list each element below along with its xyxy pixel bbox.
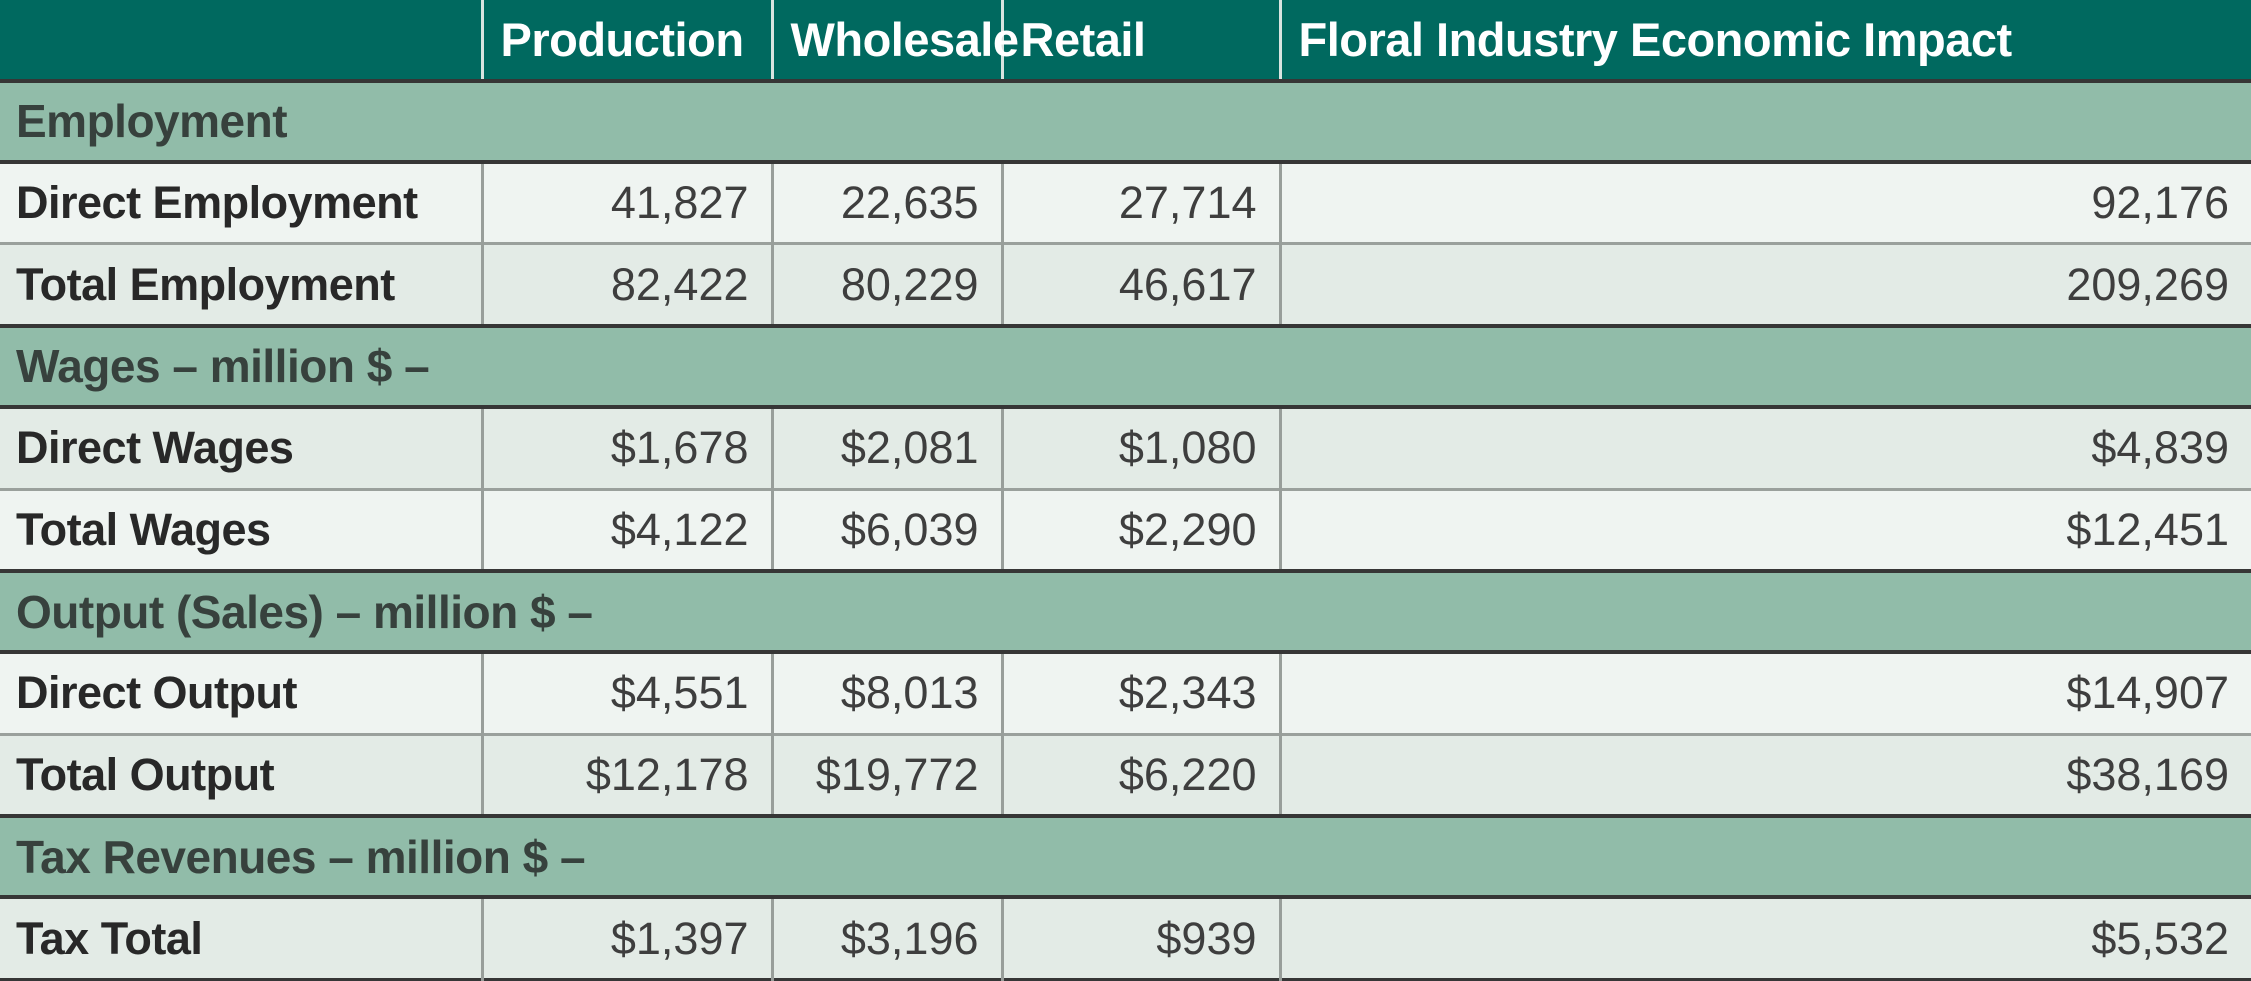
row-label: Total Wages [0,489,482,572]
table-row-tax-total: Tax Total $1,397 $3,196 $939 $5,532 [0,897,2251,980]
value-cell-floral-industry-economic-impact: 209,269 [1278,243,2251,327]
value-cell-production: 41,827 [480,161,772,244]
value-cell-retail: $2,290 [1000,489,1280,572]
table-row-total-employment: Total Employment 82,422 80,229 46,617 209,26… [0,243,2251,327]
section-title: Employment [0,81,2251,162]
row-label: Total Employment [0,243,482,327]
section-row-employment: Employment [0,81,2251,162]
section-row-wages-million: Wages – million $ – [0,326,2251,407]
value-cell-floral-industry-economic-impact: $12,451 [1278,489,2251,572]
column-header-wholesale: Wholesale [770,0,1019,81]
table-row-total-output: Total Output $12,178 $19,772 $6,220 $38,169 [0,734,2251,817]
value-cell-wholesale: $19,772 [770,734,1002,817]
column-header-retail: Retail [1000,0,1280,81]
table-row-direct-output: Direct Output $4,551 $8,013 $2,343 $14,907 [0,651,2251,735]
value-cell-wholesale: 80,229 [770,243,1002,327]
row-label: Direct Output [0,651,482,735]
value-cell-production: $1,678 [480,406,772,490]
value-cell-production: $4,551 [480,651,772,735]
value-cell-floral-industry-economic-impact: $5,532 [1278,897,2251,980]
value-cell-retail: 27,714 [1000,161,1280,244]
value-cell-production: $4,122 [480,489,772,572]
section-title: Output (Sales) – million $ – [0,571,2251,652]
section-row-output-sales-million: Output (Sales) – million $ – [0,571,2251,652]
table-row-total-wages: Total Wages $4,122 $6,039 $2,290 $12,451 [0,489,2251,572]
value-cell-floral-industry-economic-impact: 92,176 [1278,161,2251,244]
value-cell-wholesale: $8,013 [770,651,1002,735]
value-cell-retail: $1,080 [1000,406,1280,490]
value-cell-wholesale: $6,039 [770,489,1002,572]
table-title: Floral Industry Economic Impact [1278,0,2251,81]
column-header-production: Production [480,0,772,81]
section-title: Wages – million $ – [0,326,2251,407]
value-cell-floral-industry-economic-impact: $14,907 [1278,651,2251,735]
table-row-direct-employment: Direct Employment 41,827 22,635 27,714 92,17… [0,161,2251,244]
section-row-tax-revenues-million: Tax Revenues – million $ – [0,816,2251,898]
row-label: Tax Total [0,897,482,980]
value-cell-wholesale: $2,081 [770,406,1002,490]
value-cell-retail: $2,343 [1000,651,1280,735]
section-title: Tax Revenues – million $ – [0,816,2251,898]
value-cell-retail: $939 [1000,897,1280,980]
table-header: Production Wholesale Retail Floral Indus… [0,0,2251,81]
row-label: Direct Wages [0,406,482,490]
table-row-direct-wages: Direct Wages $1,678 $2,081 $1,080 $4,839 [0,406,2251,490]
value-cell-floral-industry-economic-impact: $38,169 [1278,734,2251,817]
table-body: Employment Direct Employment 41,827 22,635 2… [0,81,2251,980]
row-label: Total Output [0,734,482,817]
value-cell-production: $12,178 [480,734,772,817]
value-cell-retail: 46,617 [1000,243,1280,327]
corner-header-cell [0,0,482,81]
header-row: Production Wholesale Retail Floral Indus… [0,0,2251,81]
value-cell-retail: $6,220 [1000,734,1280,817]
value-cell-production: $1,397 [480,897,772,980]
row-label: Direct Employment [0,161,482,244]
value-cell-wholesale: $3,196 [770,897,1002,980]
value-cell-wholesale: 22,635 [770,161,1002,244]
value-cell-production: 82,422 [480,243,772,327]
value-cell-floral-industry-economic-impact: $4,839 [1278,406,2251,490]
